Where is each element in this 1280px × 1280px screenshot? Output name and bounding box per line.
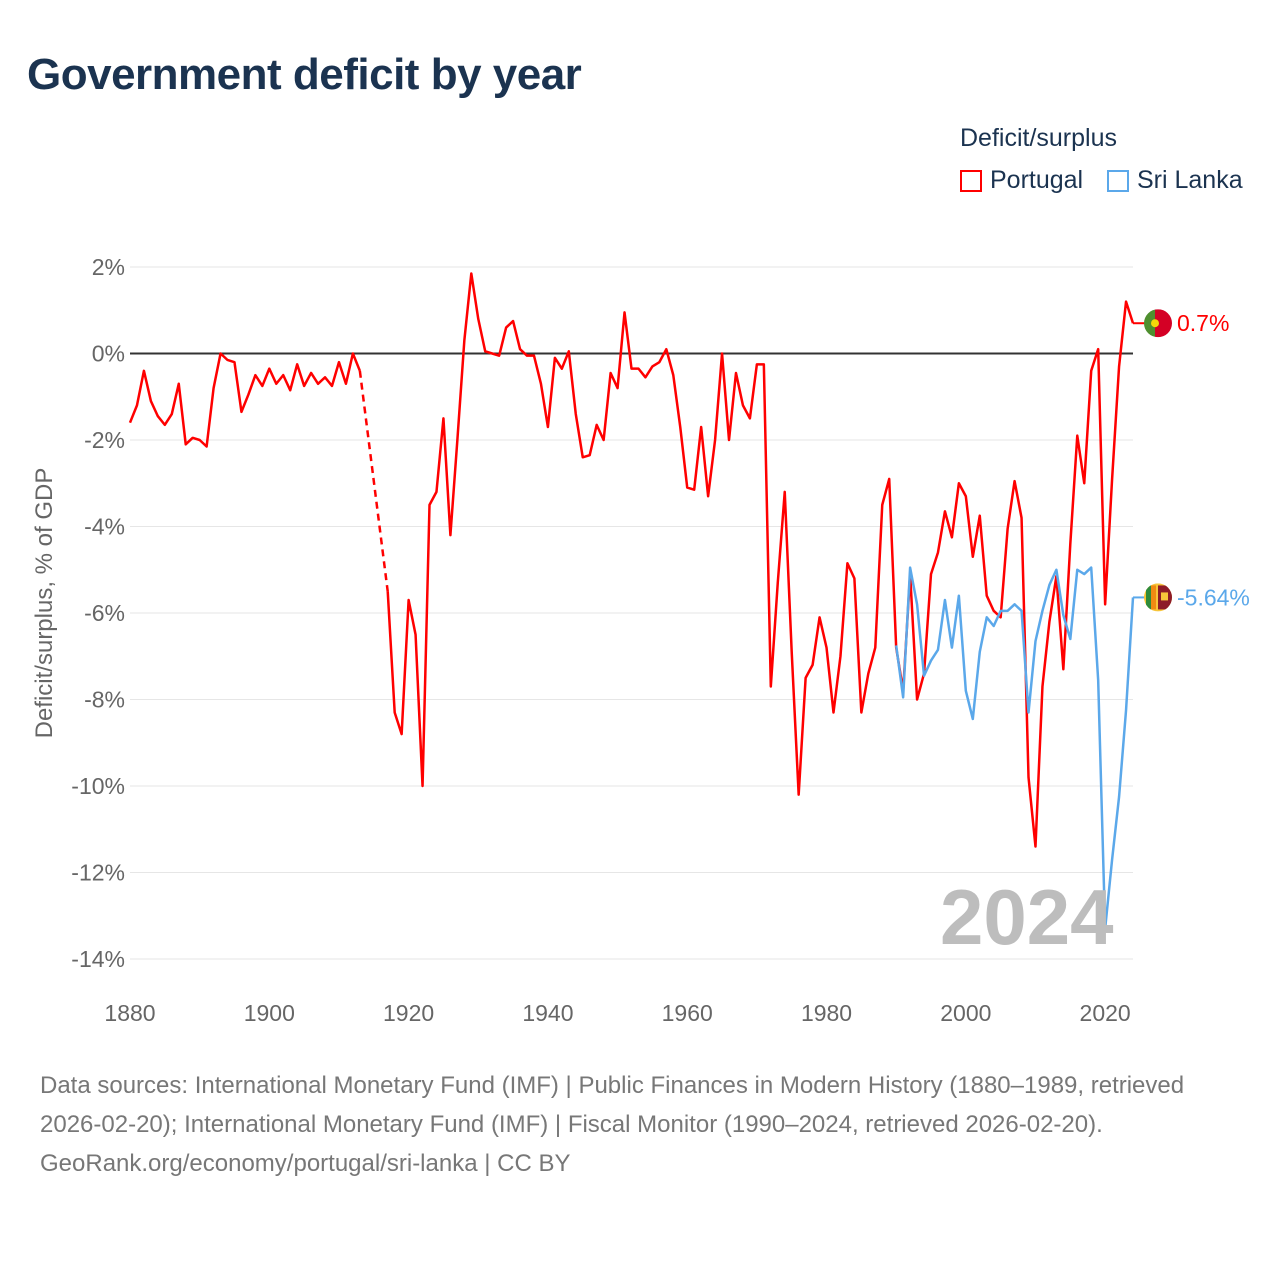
series-line-portugal bbox=[128, 352, 362, 448]
flag-green bbox=[1146, 585, 1151, 610]
data-sources: Data sources: International Monetary Fun… bbox=[40, 1072, 1185, 1138]
y-tick-label: -6% bbox=[84, 600, 125, 626]
year-watermark: 2024 bbox=[940, 873, 1114, 961]
y-tick-label: -12% bbox=[71, 860, 125, 886]
y-tick-label: -4% bbox=[84, 514, 125, 540]
x-tick-label: 1980 bbox=[801, 1000, 852, 1026]
x-tick-label: 1940 bbox=[522, 1000, 573, 1026]
series-line-sri-lanka bbox=[894, 566, 1135, 930]
legend-swatch-portugal bbox=[960, 169, 982, 192]
legend-label: Portugal bbox=[990, 166, 1084, 194]
flag-emblem bbox=[1151, 319, 1159, 328]
x-tick-label: 1920 bbox=[383, 1000, 434, 1026]
end-value-label: -5.64% bbox=[1177, 584, 1250, 610]
series-line-portugal bbox=[386, 272, 1135, 848]
sri-lanka-flag-icon bbox=[1144, 583, 1172, 612]
flag-red bbox=[1155, 309, 1172, 338]
x-tick-label: 2020 bbox=[1080, 1000, 1131, 1026]
y-tick-label: -2% bbox=[84, 427, 125, 453]
end-value-label: 0.7% bbox=[1177, 310, 1229, 336]
footer: Data sources: International Monetary Fun… bbox=[40, 1066, 1240, 1183]
credit-link[interactable]: GeoRank.org/economy/portugal/sri-lanka |… bbox=[40, 1150, 571, 1177]
y-tick-label: -10% bbox=[71, 773, 125, 799]
y-tick-label: -8% bbox=[84, 687, 125, 713]
y-tick-label: -14% bbox=[71, 946, 125, 972]
flag-green bbox=[1144, 309, 1155, 338]
legend-item-portugal[interactable]: Portugal bbox=[960, 166, 1083, 195]
flag-lion bbox=[1161, 592, 1168, 601]
legend-swatch-sri-lanka bbox=[1107, 169, 1129, 192]
x-tick-label: 2000 bbox=[940, 1000, 991, 1026]
legend-item-sri-lanka[interactable]: Sri Lanka bbox=[1107, 166, 1243, 195]
legend-title: Deficit/surplus bbox=[960, 124, 1117, 152]
y-tick-label: 2% bbox=[92, 254, 125, 280]
series-gap-portugal bbox=[358, 370, 389, 592]
flag-orange bbox=[1151, 585, 1156, 610]
y-tick-label: 0% bbox=[92, 341, 125, 367]
x-tick-label: 1960 bbox=[662, 1000, 713, 1026]
legend-label: Sri Lanka bbox=[1137, 166, 1243, 194]
portugal-flag-icon bbox=[1144, 309, 1172, 338]
x-tick-label: 1880 bbox=[104, 1000, 155, 1026]
x-tick-label: 1900 bbox=[244, 1000, 295, 1026]
page-title: Government deficit by year bbox=[27, 50, 582, 99]
y-axis-label: Deficit/surplus, % of GDP bbox=[31, 468, 58, 739]
